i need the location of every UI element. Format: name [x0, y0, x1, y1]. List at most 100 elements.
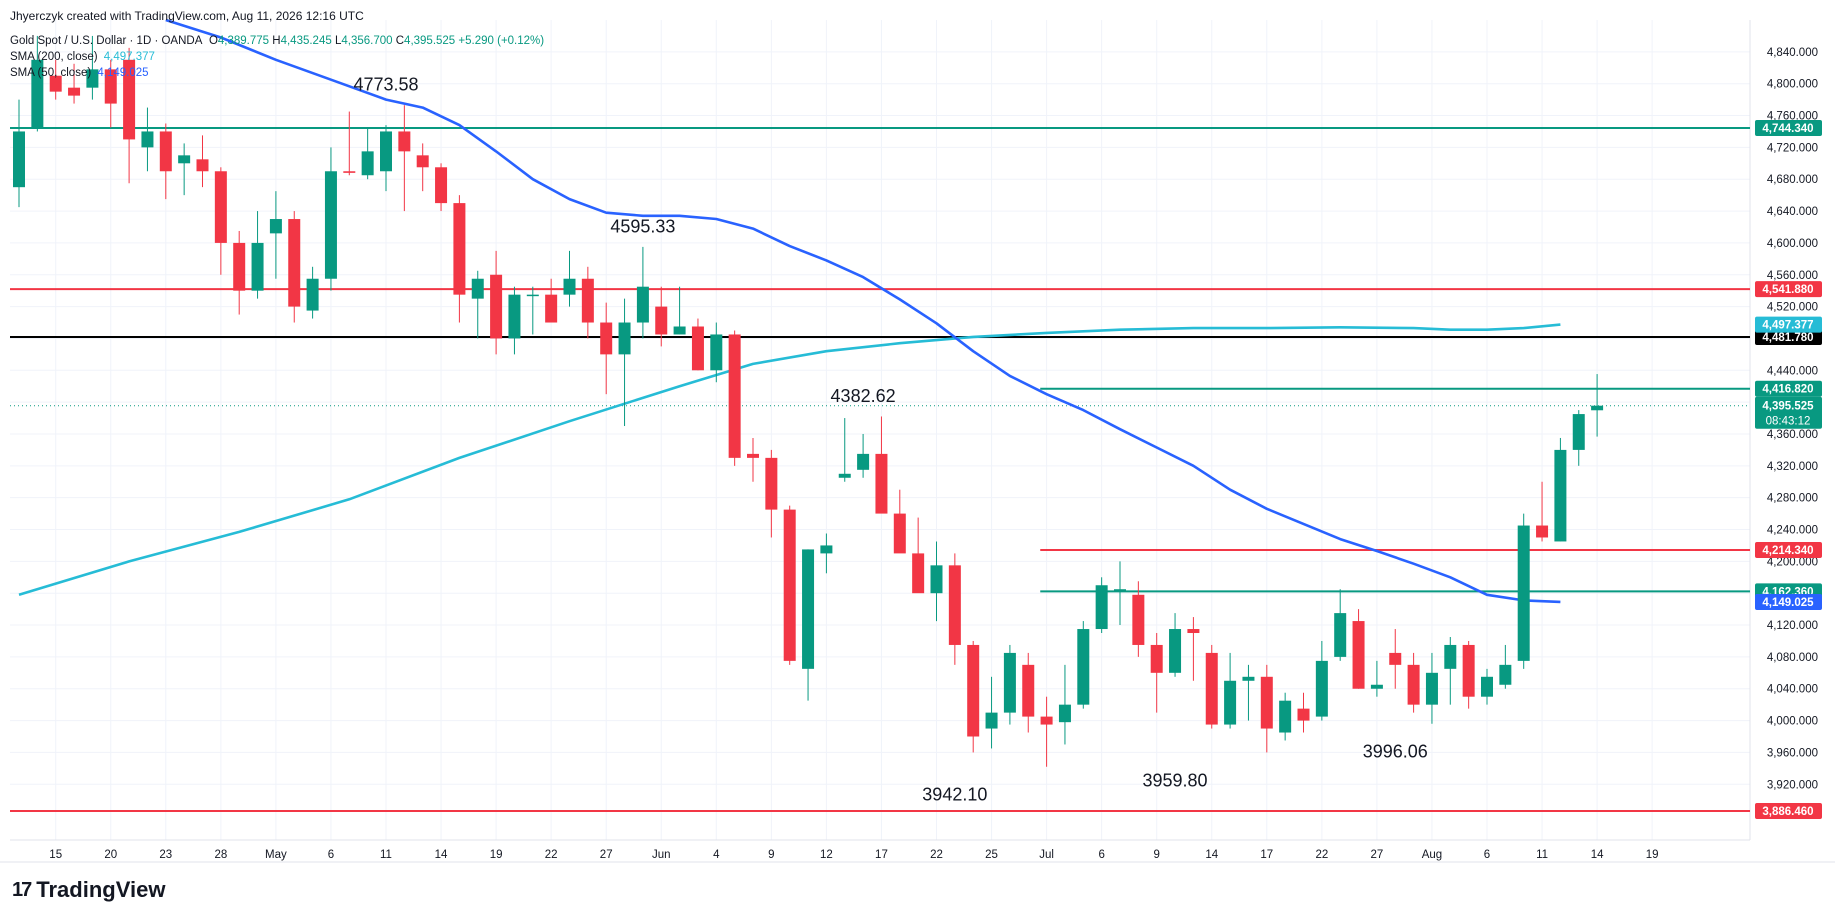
level-price-tag-bg: [1755, 281, 1822, 298]
ohlc-open: 4,389.775: [217, 35, 270, 47]
candle-body: [1536, 525, 1549, 538]
candle-body: [581, 278, 594, 323]
sma200-label: SMA (200, close): [10, 51, 98, 63]
ohlc-high-label: H: [272, 35, 281, 47]
x-tick-label: 27: [1371, 849, 1384, 861]
x-tick-label: 11: [380, 849, 392, 861]
x-tick-label: 28: [214, 849, 227, 861]
candle-body: [563, 278, 576, 295]
x-tick-label: 17: [875, 849, 888, 861]
y-tick-label: 3,960.000: [1767, 747, 1818, 759]
ohlc-open-label: O: [208, 35, 218, 47]
x-tick-label: 23: [159, 849, 172, 861]
y-tick-label: 4,000.000: [1767, 716, 1818, 728]
level-price-tag: 4,541.880: [1762, 284, 1813, 296]
candle-body: [765, 457, 778, 510]
candle-body: [1242, 676, 1255, 681]
x-tick-label: 15: [49, 849, 62, 861]
countdown-timer: 08:43:12: [1766, 416, 1811, 428]
symbol-title: Gold Spot / U.S. Dollar · 1D · OANDA: [10, 35, 202, 47]
x-tick-label: 20: [104, 849, 117, 861]
x-tick-label: 17: [1260, 849, 1273, 861]
candle-body: [1150, 644, 1163, 673]
y-tick-label: 4,640.000: [1767, 206, 1818, 218]
ohlc-close: 4,395.525: [404, 35, 456, 47]
y-tick-label: 4,760.000: [1767, 111, 1818, 123]
candle-body: [967, 644, 980, 737]
candle-body: [1517, 525, 1530, 661]
candle-body: [1499, 664, 1512, 685]
ohlc-low-label: L: [334, 35, 342, 47]
symbol-legend[interactable]: Gold Spot / U.S. Dollar · 1D · OANDA O4,…: [10, 35, 544, 47]
y-tick-label: 4,440.000: [1767, 365, 1818, 377]
x-tick-label: 19: [1646, 849, 1659, 861]
sma200-value: 4,497.377: [103, 51, 155, 63]
sma200-line: [18, 323, 1561, 597]
level-price-tag-bg: [1755, 541, 1822, 558]
sma-price-tag-bg: [1755, 316, 1822, 333]
x-tick-label: 12: [820, 849, 833, 861]
level-price-tag: 4,481.780: [1762, 332, 1813, 344]
last-price-tag-bg: [1755, 396, 1822, 429]
candle-body: [288, 219, 301, 307]
candle-body: [269, 219, 282, 234]
tradingview-brand-name: TradingView: [36, 877, 166, 902]
level-price-tag: 4,416.820: [1762, 384, 1813, 396]
candle-body: [86, 69, 99, 88]
candle-body: [526, 294, 539, 297]
candle-body: [1591, 405, 1604, 411]
candle-body: [655, 306, 668, 335]
candle-body: [1114, 589, 1126, 591]
candle-body: [893, 513, 906, 554]
candle-body: [398, 131, 411, 152]
sma200-legend[interactable]: SMA (200, close) 4,497.377: [10, 51, 155, 63]
x-tick-label: Jul: [1039, 849, 1054, 861]
candle-body: [783, 509, 796, 661]
candle-body: [1425, 672, 1438, 705]
x-tick-label: 25: [985, 849, 998, 861]
attribution-text: Jhyerczyk created with TradingView.com, …: [10, 9, 364, 23]
candle-body: [636, 286, 649, 323]
candle-body: [13, 131, 25, 188]
tradingview-logo[interactable]: 17 TradingView: [12, 877, 165, 903]
candle-body: [380, 131, 392, 172]
candle-body: [1132, 594, 1145, 645]
candle-body: [691, 326, 704, 371]
candle-body: [214, 171, 227, 243]
price-annotation: 4773.58: [353, 75, 418, 95]
candle-body: [1297, 708, 1310, 721]
sma50-value: 4,149.025: [97, 67, 149, 79]
candle-body: [875, 453, 888, 514]
sma50-legend[interactable]: SMA (50, close) 4,149.025: [10, 67, 149, 79]
x-tick-label: 6: [1098, 849, 1104, 861]
candle-body: [453, 203, 466, 295]
candle-body: [1315, 660, 1328, 717]
sma50-line: [165, 18, 1561, 604]
y-tick-label: 4,240.000: [1767, 525, 1818, 537]
candle-body: [728, 334, 741, 458]
level-price-tag: 3,886.460: [1762, 806, 1813, 818]
candle-body: [435, 167, 448, 204]
y-tick-label: 4,360.000: [1767, 429, 1818, 441]
candle-body: [1370, 684, 1383, 689]
candle-body: [123, 59, 136, 140]
candle-body: [306, 278, 319, 311]
y-tick-label: 4,680.000: [1767, 174, 1818, 186]
candle-body: [68, 87, 81, 96]
candle-body: [912, 553, 925, 594]
x-tick-label: 6: [328, 849, 334, 861]
candle-body: [1058, 704, 1071, 723]
candle-body: [1205, 652, 1218, 725]
candle-body: [361, 151, 374, 176]
y-tick-label: 4,200.000: [1767, 556, 1818, 568]
x-tick-label: 22: [545, 849, 558, 861]
candle-body: [1169, 629, 1182, 673]
price-annotation: 3942.10: [922, 785, 987, 805]
candle-body: [618, 322, 631, 355]
level-price-tag-bg: [1755, 380, 1822, 397]
ohlc-high: 4,435.245: [280, 35, 332, 47]
y-tick-label: 4,080.000: [1767, 652, 1818, 664]
y-tick-label: 4,320.000: [1767, 461, 1818, 473]
candle-body: [471, 278, 484, 299]
